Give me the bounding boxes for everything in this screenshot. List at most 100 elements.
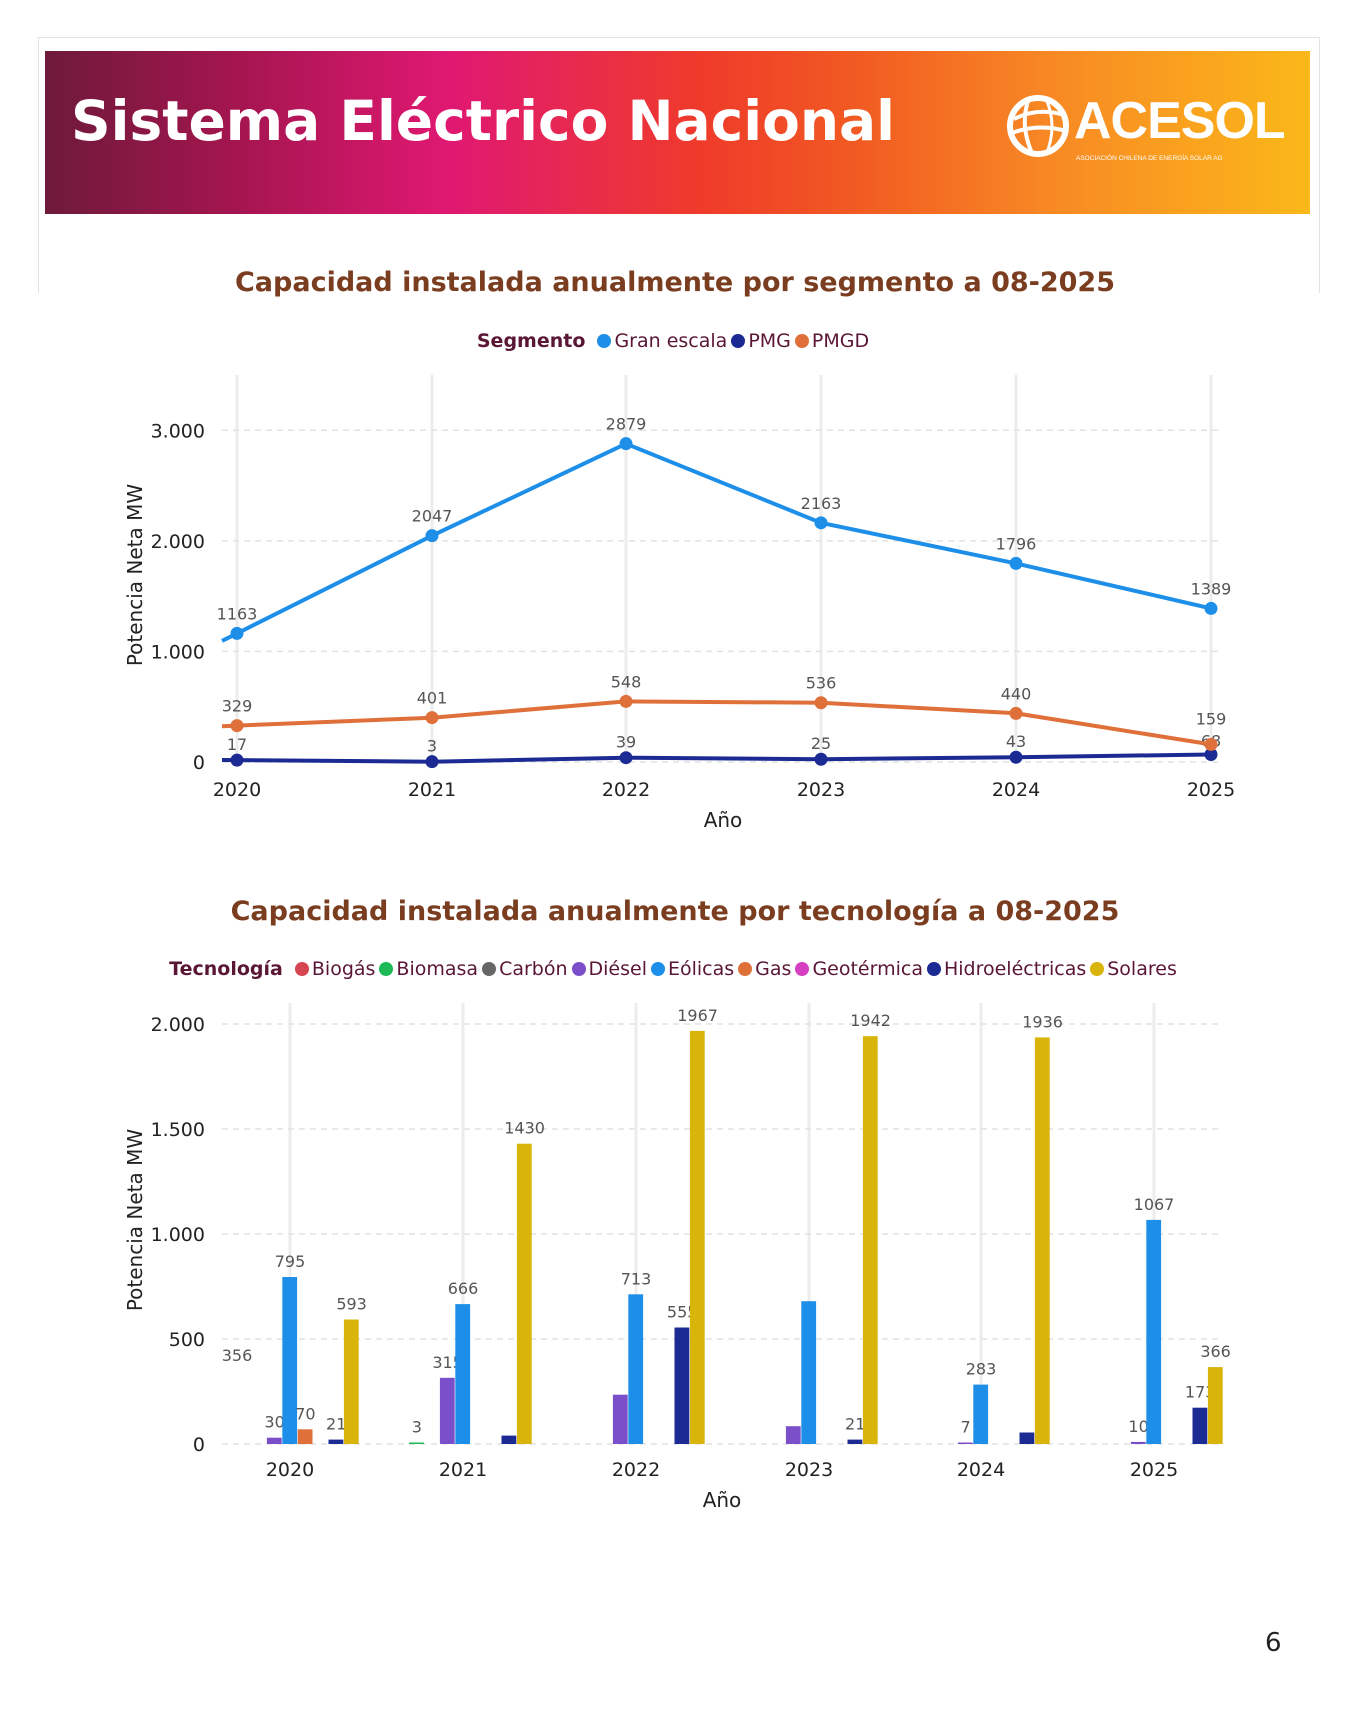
data-label-diesel: 10: [1128, 1417, 1148, 1436]
x-tick-label: 2024: [992, 779, 1040, 801]
data-label-gran-escala: 1389: [1191, 579, 1232, 598]
legend-title: Tecnología: [169, 958, 283, 980]
legend-dot-icon: [926, 962, 941, 976]
segment-line-chart: 0 1.000 2.000 3.000 2020 2021 2022 2023 2024 2025…: [123, 375, 1235, 832]
y-tick-label: 0: [193, 752, 205, 774]
legend-item-carbon[interactable]: Carbón: [482, 958, 568, 980]
data-point-pmg: [1204, 747, 1218, 761]
data-label-solares: 593: [336, 1295, 367, 1314]
data-label-pmg: 43: [1006, 732, 1026, 751]
page-title: Sistema Eléctrico Nacional: [71, 89, 896, 153]
technology-chart-legend: Tecnología Biogás Biomasa Carbón Diésel Eóli…: [0, 958, 1350, 980]
legend-dot-icon: [294, 962, 309, 976]
legend-label: Solares: [1107, 958, 1177, 980]
legend-label: Hidroeléctricas: [943, 958, 1087, 980]
annotation-label: 356: [222, 1346, 253, 1365]
acesol-logo: ACESOL ASOCIACIÓN CHILENA DE ENERGÍA SOL…: [1006, 89, 1286, 169]
legend-item-biogas[interactable]: Biogás: [294, 958, 376, 980]
data-label-pmg: 25: [811, 734, 831, 753]
bar-diesel-2025: [1130, 1441, 1146, 1444]
bar-solares-2025: [1207, 1367, 1223, 1444]
bar-hidroelectricas-2024: [1019, 1432, 1035, 1444]
data-point-pmgd: [814, 696, 828, 710]
segment-chart-title: Capacidad instalada anualmente por segme…: [234, 267, 1115, 298]
data-label-gran-escala: 2047: [412, 507, 453, 526]
bar-solares-2020: [343, 1319, 359, 1444]
legend-item-solares[interactable]: Solares: [1090, 958, 1177, 980]
bar-gas-2020: [297, 1429, 313, 1444]
data-point-pmg: [230, 753, 244, 767]
bar-eolicas-2023: [801, 1301, 817, 1444]
data-label-diesel: 315: [432, 1353, 463, 1372]
legend-item-gran-escala[interactable]: Gran escala: [597, 330, 727, 352]
legend-title: Segmento: [476, 330, 586, 352]
data-point-pmgd: [1009, 706, 1023, 720]
y-tick-label: 3.000: [151, 420, 205, 442]
data-label-gran-escala: 1163: [217, 604, 258, 623]
data-label-pmg: 17: [227, 735, 247, 754]
bar-diesel-2020: [266, 1437, 282, 1444]
data-point-pmgd: [1204, 737, 1218, 751]
data-label-diesel: 7: [961, 1418, 971, 1437]
legend-item-pmgd[interactable]: PMGD: [794, 330, 869, 352]
data-label-solares: 1430: [504, 1119, 545, 1138]
legend-label: Eólicas: [667, 958, 735, 980]
bar-eolicas-2022: [628, 1294, 644, 1444]
data-label-hidroelectricas: 21: [845, 1415, 865, 1434]
legend-item-gas[interactable]: Gas: [738, 958, 791, 980]
bar-diesel-2022: [612, 1394, 628, 1444]
x-axis-label: Año: [704, 808, 743, 832]
x-tick-label: 2023: [797, 779, 845, 801]
data-label-pmgd: 440: [1001, 684, 1032, 703]
data-point-gran-escala: [814, 516, 828, 530]
bar-hidroelectricas-2020: [328, 1439, 344, 1444]
data-label-eolicas: 713: [621, 1269, 652, 1288]
data-point-gran-escala: [230, 626, 244, 640]
data-label-pmgd: 548: [611, 672, 642, 691]
data-point-pmg: [1009, 750, 1023, 764]
legend-item-pmg[interactable]: PMG: [731, 330, 791, 352]
data-label-pmgd: 536: [806, 674, 837, 693]
x-tick-label: 2025: [1187, 779, 1235, 801]
page-frame: [38, 37, 1320, 293]
bar-biomasa-2021: [409, 1442, 424, 1444]
data-point-gran-escala: [1204, 601, 1218, 615]
bar-hidroelectricas-2025: [1192, 1407, 1208, 1444]
bar-solares-2021: [516, 1143, 532, 1444]
bar-solares-2022: [689, 1030, 705, 1444]
bar-solares-2024: [1034, 1037, 1050, 1444]
data-label-hidroelectricas: 21: [326, 1415, 346, 1434]
data-label-solares: 1967: [677, 1006, 718, 1025]
legend-dot-icon: [795, 962, 810, 976]
bar-hidroelectricas-2023: [847, 1439, 863, 1444]
x-tick-label: 2025: [1130, 1459, 1178, 1481]
legend-label: Biogás: [311, 958, 376, 980]
legend-item-geotermica[interactable]: Geotérmica: [795, 958, 923, 980]
y-axis-label: Potencia Neta MW: [123, 1129, 147, 1312]
y-tick-label: 2.000: [151, 1014, 205, 1036]
data-label-solares: 1936: [1022, 1012, 1063, 1031]
data-point-gran-escala: [619, 437, 633, 451]
y-tick-label: 1.000: [151, 641, 205, 663]
data-point-pmg: [619, 751, 633, 765]
legend-item-eolicas[interactable]: Eólicas: [650, 958, 735, 980]
y-axis-label: Potencia Neta MW: [123, 484, 147, 667]
legend-label: Geotérmica: [812, 958, 923, 980]
legend-item-hidroelectricas[interactable]: Hidroeléctricas: [926, 958, 1087, 980]
bar-hidroelectricas-2021: [501, 1435, 517, 1444]
data-label-pmg: 3: [427, 737, 437, 756]
legend-dot-icon: [794, 334, 809, 348]
data-point-pmgd: [619, 694, 633, 708]
y-tick-label: 500: [169, 1329, 205, 1351]
data-label-hidroelectricas: 173: [1185, 1383, 1216, 1402]
legend-dot-icon: [738, 962, 753, 976]
x-tick-label: 2021: [439, 1459, 487, 1481]
logo-text: ACESOL: [1074, 92, 1286, 150]
data-label-pmgd: 159: [1196, 709, 1227, 728]
x-tick-label: 2022: [602, 779, 650, 801]
legend-item-diesel[interactable]: Diésel: [571, 958, 647, 980]
technology-chart-title: Capacidad instalada anualmente por tecno…: [230, 896, 1120, 927]
legend-item-biomasa[interactable]: Biomasa: [379, 958, 478, 980]
x-tick-label: 2021: [408, 779, 456, 801]
data-point-gran-escala: [1009, 556, 1023, 570]
